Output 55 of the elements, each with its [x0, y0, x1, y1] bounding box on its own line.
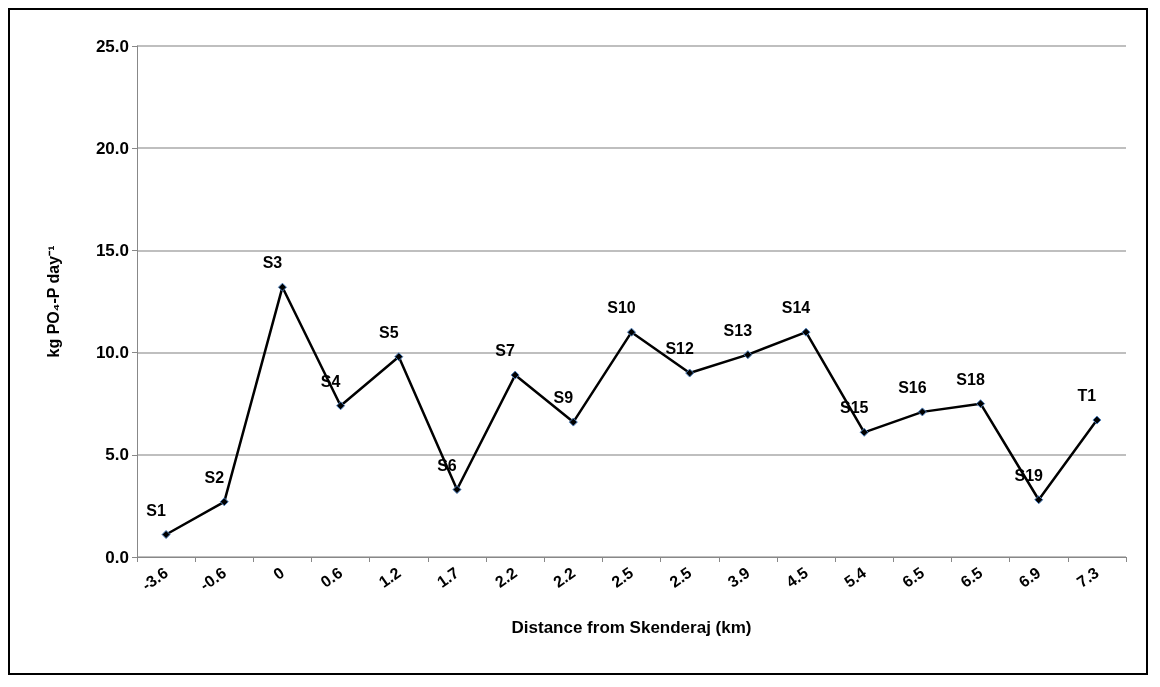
x-tick-label: 6.9	[1015, 563, 1044, 591]
data-label: S9	[553, 389, 574, 407]
point	[627, 327, 636, 337]
data-label: S5	[379, 323, 399, 341]
point	[685, 368, 695, 378]
data-label: T1	[1077, 387, 1097, 405]
x-tick-label: 0	[270, 563, 288, 584]
point	[976, 399, 986, 409]
data-label: S18	[956, 370, 985, 388]
point	[336, 401, 346, 411]
point	[277, 282, 287, 292]
x-tick-label: 6.5	[957, 563, 986, 591]
point	[917, 407, 927, 417]
y-tick-label: 20.0	[95, 138, 129, 158]
x-tick-label: 4.5	[782, 563, 811, 591]
point	[1034, 495, 1044, 505]
x-tick-label: 2.5	[608, 563, 637, 591]
data-label: S13	[723, 321, 753, 339]
point	[801, 327, 811, 337]
x-tick-label: 2.2	[550, 563, 579, 591]
point	[743, 350, 753, 360]
point	[510, 370, 520, 380]
point	[219, 497, 229, 507]
data-label: S12	[665, 340, 695, 358]
x-tick-label: 2.2	[492, 563, 521, 591]
x-tick-label: -3.6	[138, 563, 172, 594]
y-tick-label: 25.0	[95, 36, 129, 56]
y-tick-label: 5.0	[105, 445, 129, 465]
x-tick-label: 0.6	[317, 563, 346, 591]
x-tick-label: 7.3	[1073, 563, 1102, 591]
data-label: S7	[495, 342, 516, 360]
data-label: S1	[146, 501, 166, 519]
point	[859, 427, 869, 437]
point	[1092, 415, 1102, 425]
point	[394, 352, 404, 362]
x-tick-label: 2.5	[666, 563, 695, 591]
x-tick-label: -0.6	[196, 563, 230, 594]
y-tick-label: 15.0	[95, 240, 129, 260]
x-tick-label: 1.7	[433, 563, 462, 591]
x-axis-title: Distance from Skenderaj (km)	[511, 618, 752, 637]
y-tick-label: 0.0	[105, 547, 129, 567]
data-label: S10	[607, 299, 636, 317]
y-axis-title: kg PO₄-P day⁻¹	[44, 245, 62, 358]
point	[161, 530, 171, 540]
x-tick-label: 5.4	[841, 563, 870, 591]
x-tick-label: 3.9	[724, 563, 753, 591]
x-tick-label: 6.5	[899, 563, 928, 591]
point	[452, 485, 462, 495]
y-tick-label: 10.0	[95, 343, 129, 363]
data-label: S3	[262, 254, 283, 272]
x-tick-label: 1.2	[375, 563, 404, 591]
data-label: S14	[781, 299, 811, 317]
data-label: S2	[204, 468, 225, 486]
point	[568, 417, 578, 427]
data-label: S16	[898, 378, 927, 396]
